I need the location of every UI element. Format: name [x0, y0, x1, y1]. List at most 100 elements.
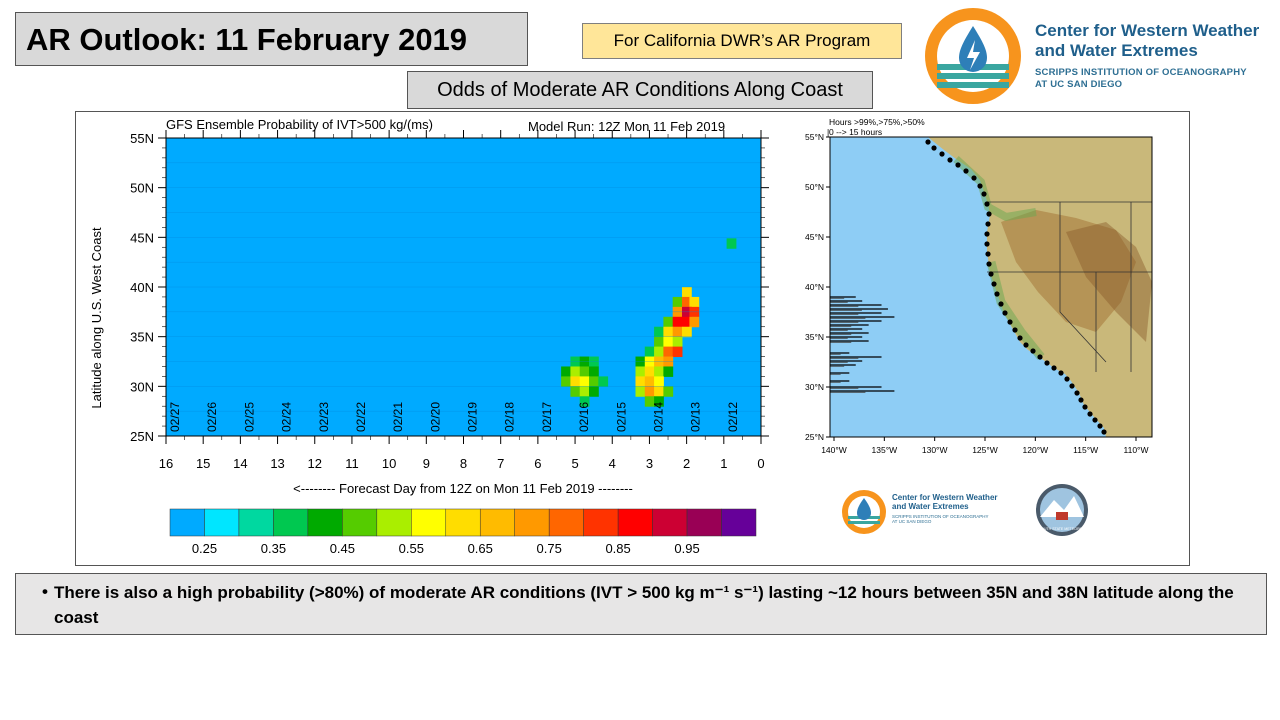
map-y-tick-label: 30°N: [805, 382, 824, 392]
heatmap-cell: [726, 238, 737, 249]
heatmap-cell: [681, 287, 692, 298]
heatmap-y-tick-label: 30N: [130, 379, 154, 394]
heatmap-cell: [570, 376, 581, 387]
heatmap-chart: GFS Ensemble Probability of IVT>500 kg/(…: [89, 117, 769, 556]
colorbar-swatch: [479, 508, 515, 537]
coast-point: [1044, 360, 1050, 366]
small-logo-line4: AT UC SAN DIEGO: [892, 519, 932, 524]
coast-point: [1064, 376, 1070, 382]
colorbar-swatch: [376, 508, 412, 537]
heatmap-date-label: 02/15: [614, 402, 628, 432]
heatmap-date-label: 02/23: [317, 402, 331, 432]
heatmap-cell: [654, 326, 664, 338]
colorbar-label: 0.25: [192, 541, 217, 556]
heatmap-cell: [654, 366, 664, 377]
colorbar-swatch: [342, 508, 378, 537]
coast-point: [985, 251, 991, 257]
plymouth-label: PLYMOUTH STATE METEOROLOGY: [1032, 527, 1094, 531]
heatmap-y-tick-label: 40N: [130, 280, 154, 295]
logo-line2: and Water Extremes: [1035, 41, 1198, 60]
heatmap-cell: [654, 386, 664, 397]
heatmap-cell: [570, 386, 581, 397]
coast-point: [1023, 342, 1029, 348]
coast-point: [1074, 390, 1080, 396]
coast-point: [985, 221, 991, 227]
colorbar-swatch: [652, 508, 688, 537]
small-logo-line2: and Water Extremes: [892, 502, 969, 511]
heatmap-x-tick-label: 9: [423, 456, 430, 471]
heatmap-date-label: 02/18: [503, 402, 517, 432]
heatmap-cell: [681, 296, 692, 308]
heatmap-title: GFS Ensemble Probability of IVT>500 kg/(…: [166, 117, 433, 132]
colorbar-swatch: [617, 508, 653, 537]
coast-point: [994, 291, 1000, 297]
coast-point: [981, 191, 987, 197]
heatmap-cell: [672, 346, 683, 358]
coast-point: [1030, 348, 1036, 354]
heatmap-cell: [589, 366, 599, 377]
heatmap-cell: [579, 366, 590, 377]
heatmap-x-tick-label: 0: [757, 456, 764, 471]
coast-point: [1082, 404, 1088, 410]
heatmap-x-tick-label: 3: [646, 456, 653, 471]
heatmap-x-tick-label: 5: [571, 456, 578, 471]
heatmap-date-label: 02/19: [466, 402, 480, 432]
map-x-tick-label: 110°W: [1124, 445, 1149, 455]
heatmap-cell: [579, 396, 590, 407]
heatmap-x-tick-label: 4: [609, 456, 616, 471]
coast-point: [939, 151, 945, 157]
heatmap-date-label: 02/25: [242, 402, 256, 432]
coast-point: [925, 139, 931, 145]
figure-panel: GFS Ensemble Probability of IVT>500 kg/(…: [75, 111, 1190, 566]
heatmap-cell: [654, 376, 664, 387]
heatmap-x-tick-label: 1: [720, 456, 727, 471]
heatmap-x-tick-label: 8: [460, 456, 467, 471]
heatmap-x-tick-label: 10: [382, 456, 396, 471]
heatmap-date-label: 02/13: [689, 402, 703, 432]
colorbar-label: 0.35: [261, 541, 286, 556]
coast-point: [998, 301, 1004, 307]
map-y-tick-label: 35°N: [805, 332, 824, 342]
heatmap-cell: [579, 386, 590, 397]
colorbar-swatch: [721, 508, 757, 537]
heatmap-cell: [644, 366, 655, 377]
heatmap-cell: [644, 346, 655, 358]
map-legend-line2: 0 --> 15 hours: [829, 127, 882, 137]
heatmap-x-tick-label: 16: [159, 456, 173, 471]
small-logo-line1: Center for Western Weather: [892, 493, 998, 502]
heatmap-y-tick-label: 25N: [130, 429, 154, 444]
coast-point: [991, 281, 997, 287]
heatmap-date-label: 02/20: [428, 402, 442, 432]
coast-point: [971, 175, 977, 181]
heatmap-cell: [672, 316, 683, 328]
coast-map-chart: Hours >99%,>75%,>50% 0 --> 15 hours | 55…: [805, 117, 1153, 536]
heatmap-cell: [663, 326, 674, 338]
heatmap-cell: [663, 366, 674, 377]
coast-point: [1051, 365, 1057, 371]
coast-point: [1069, 383, 1075, 389]
heatmap-date-label: 02/16: [577, 402, 591, 432]
coast-point: [1007, 319, 1013, 325]
heatmap-cell: [570, 366, 581, 377]
colorbar-swatch: [548, 508, 584, 537]
heatmap-cell: [635, 366, 646, 377]
heatmap-x-tick-label: 11: [345, 456, 359, 471]
heatmap-x-tick-label: 7: [497, 456, 504, 471]
colorbar-swatch: [169, 508, 205, 537]
logo-line3: SCRIPPS INSTITUTION OF OCEANOGRAPHY: [1035, 67, 1247, 78]
map-y-tick-label: 50°N: [805, 182, 824, 192]
slide-subtitle: Odds of Moderate AR Conditions Along Coa…: [407, 71, 873, 109]
heatmap-date-label: 02/17: [540, 402, 554, 432]
colorbar-swatch: [583, 508, 619, 537]
coast-point: [984, 231, 990, 237]
heatmap-cell: [663, 346, 674, 358]
heatmap-y-tick-label: 55N: [130, 131, 154, 146]
bullet-marker: •: [42, 582, 48, 601]
coast-point: [977, 183, 983, 189]
heatmap-cell: [663, 316, 674, 328]
coast-point: [1037, 354, 1043, 360]
map-legend-line1: Hours >99%,>75%,>50%: [829, 117, 925, 127]
coast-point: [986, 211, 992, 217]
cw3e-emblem-icon: [925, 8, 1021, 104]
heatmap-x-tick-label: 6: [534, 456, 541, 471]
